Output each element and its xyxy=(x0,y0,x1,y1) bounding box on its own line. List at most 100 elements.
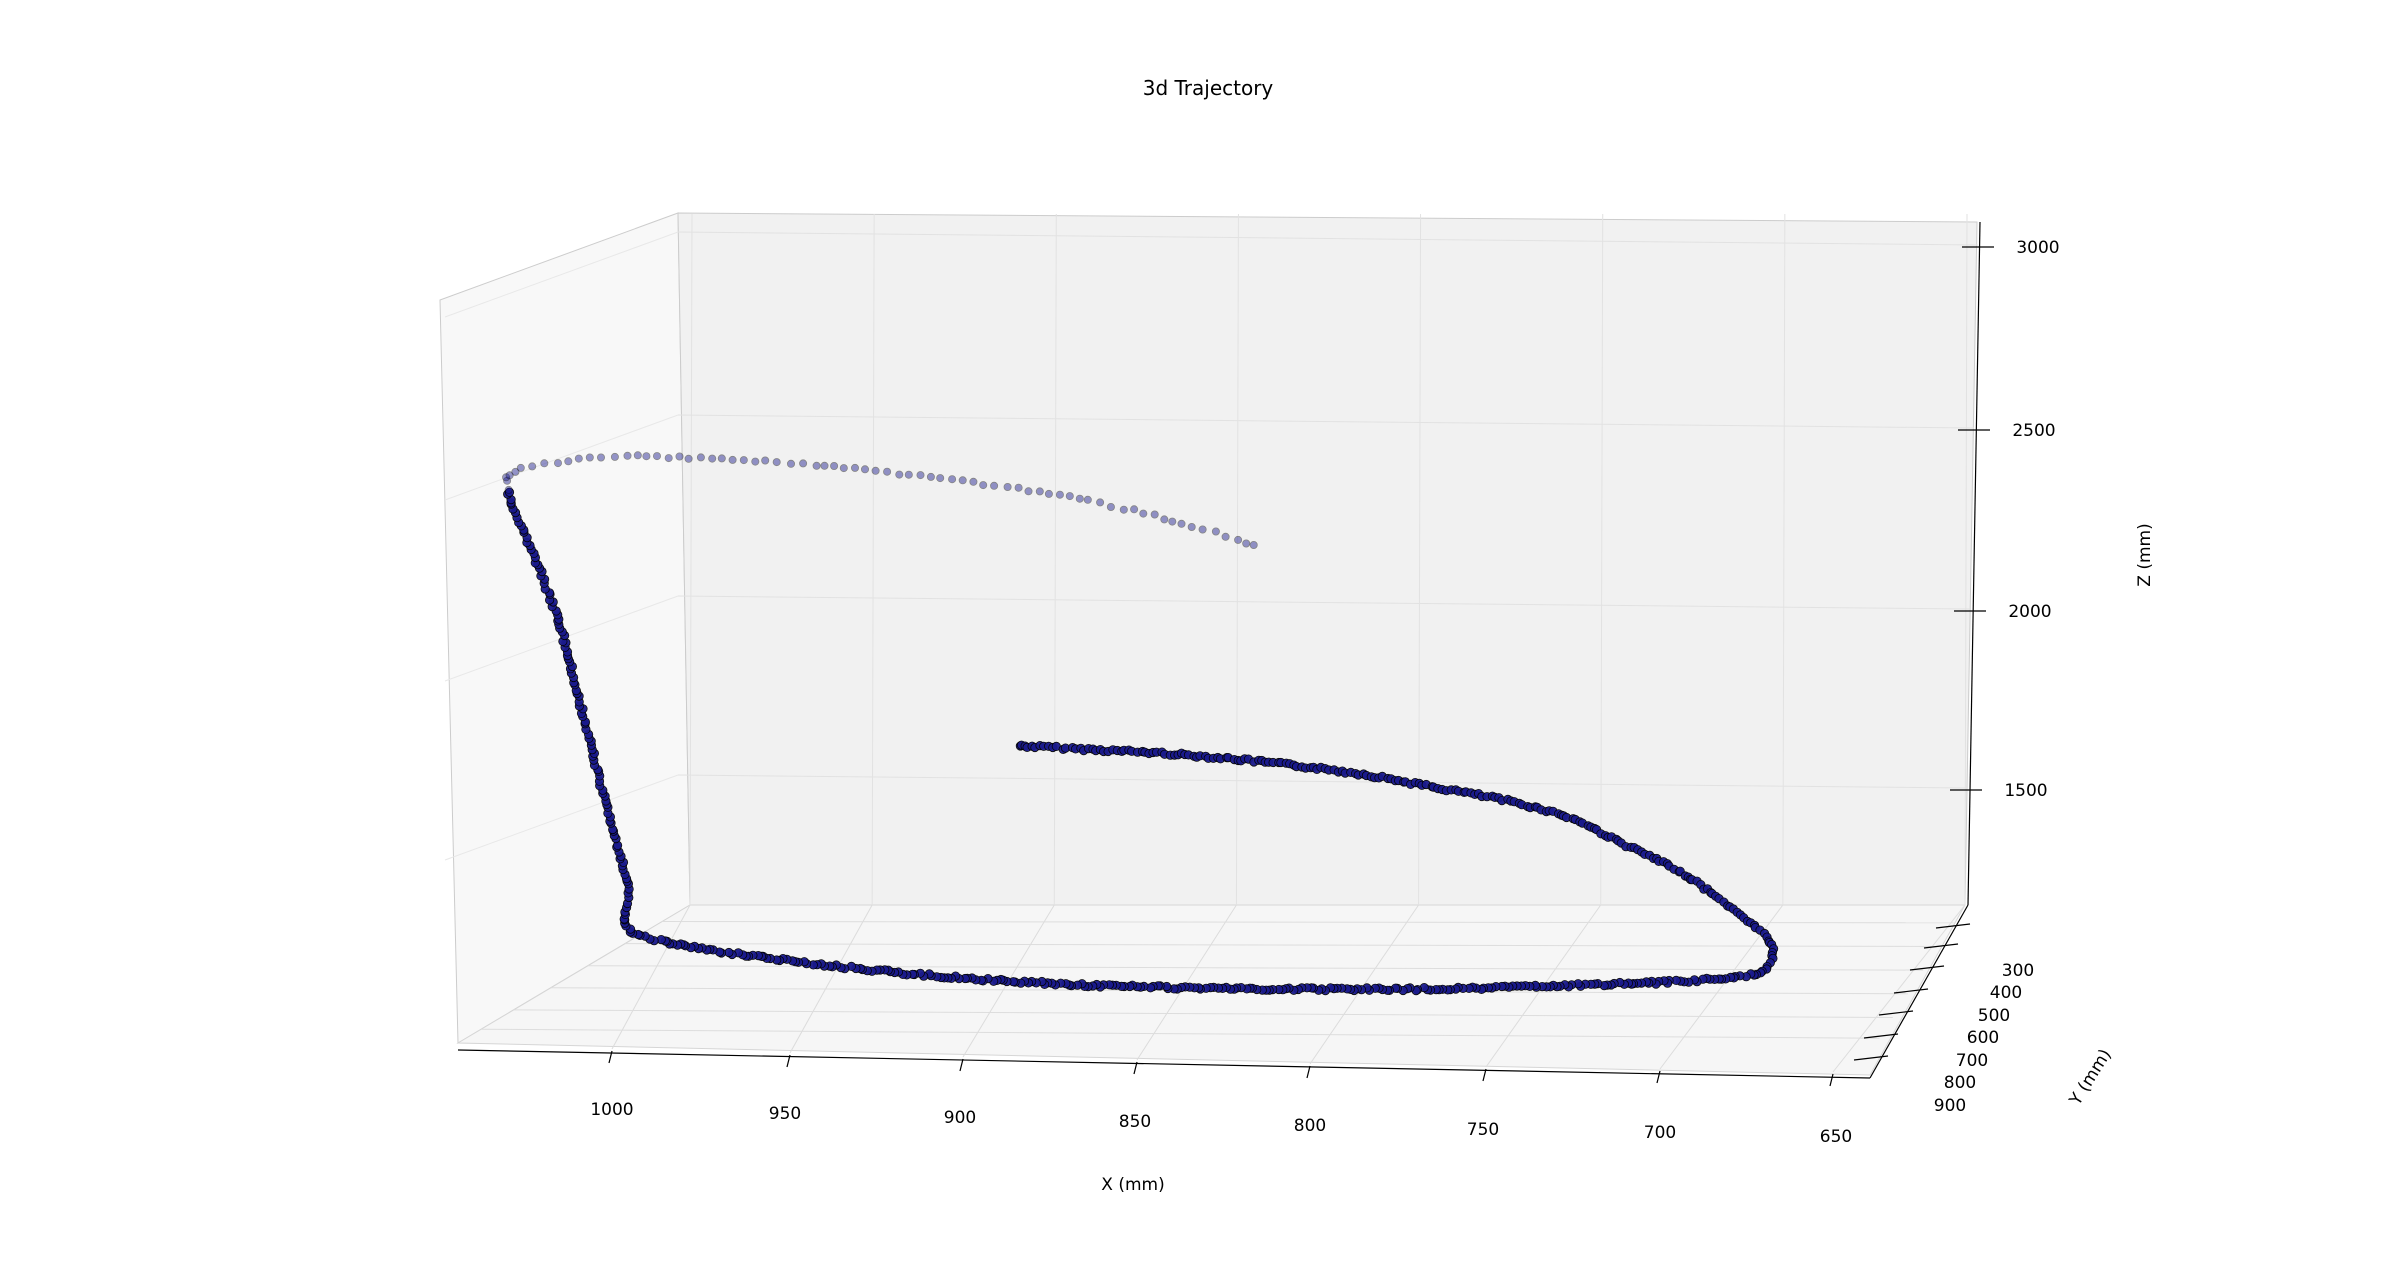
x-tick xyxy=(786,1054,791,1068)
trajectory-point xyxy=(990,481,999,490)
y-tick-label: 900 xyxy=(1934,1096,1966,1116)
left-pane xyxy=(439,212,691,1044)
y-grid-line xyxy=(481,1028,1880,1039)
y-grid-line xyxy=(513,1009,1893,1018)
trajectory-point xyxy=(761,456,770,465)
z-tick-label: 2500 xyxy=(2012,421,2055,441)
trajectory-point xyxy=(1249,541,1258,550)
z-axis-label: Z (mm) xyxy=(2135,523,2155,586)
trajectory-point xyxy=(516,463,525,472)
trajectory-point xyxy=(1055,490,1064,499)
trajectory-point xyxy=(904,470,913,479)
z-grid-line xyxy=(677,774,1967,789)
trajectory-point xyxy=(1150,510,1159,519)
x-grid-line-back xyxy=(689,213,693,906)
trajectory-point xyxy=(1044,489,1053,498)
x-tick-label: 950 xyxy=(769,1104,801,1124)
trajectory-point xyxy=(564,457,573,466)
x-tick-label: 850 xyxy=(1119,1112,1151,1132)
trajectory-point xyxy=(1187,523,1196,532)
y-tick-label: 700 xyxy=(1956,1051,1988,1071)
y-tick-label: 500 xyxy=(1978,1006,2010,1026)
x-grid-line xyxy=(611,904,691,1050)
trajectory-point xyxy=(1211,527,1220,536)
x-tick xyxy=(1306,1065,1311,1079)
trajectory-point xyxy=(554,459,563,468)
y-tick xyxy=(1863,1033,1899,1039)
x-tick-label: 900 xyxy=(944,1108,976,1128)
trajectory-point xyxy=(979,481,988,490)
x-tick xyxy=(959,1058,964,1072)
trajectory-point xyxy=(1014,483,1023,492)
x-grid-line-back xyxy=(1782,213,1786,906)
trajectory-point xyxy=(504,487,515,497)
z-grid-line xyxy=(677,595,1971,610)
trajectory-point xyxy=(675,452,684,461)
trajectory-point xyxy=(642,452,651,461)
trajectory-point xyxy=(958,476,967,485)
trajectory-point xyxy=(504,485,513,494)
x-tick-label: 800 xyxy=(1294,1116,1326,1136)
x-tick xyxy=(1133,1061,1138,1075)
x-tick xyxy=(1656,1070,1661,1084)
x-grid-line-back xyxy=(1053,213,1057,906)
trajectory-point xyxy=(820,461,829,470)
x-grid-line xyxy=(1832,904,1966,1073)
trajectory-point xyxy=(653,452,662,461)
trajectory-point xyxy=(502,473,511,482)
trajectory-point xyxy=(936,474,945,483)
y-axis-line xyxy=(1869,904,1969,1079)
trajectory-point xyxy=(1234,535,1243,544)
z-grid-line-left xyxy=(444,231,679,318)
z-axis-line xyxy=(1967,221,1981,906)
trajectory-point xyxy=(1139,509,1148,518)
x-axis-label: X (mm) xyxy=(1101,1175,1164,1195)
trajectory-point xyxy=(1035,487,1044,496)
trajectory-point xyxy=(1119,505,1128,514)
trajectory-point xyxy=(1198,525,1207,534)
y-grid-line xyxy=(662,921,1954,924)
trajectory-point xyxy=(633,451,642,460)
trajectory-point xyxy=(1003,482,1012,491)
x-tick-label: 650 xyxy=(1820,1127,1852,1147)
z-tick-label: 1500 xyxy=(2004,781,2047,801)
trajectory-point xyxy=(895,470,904,479)
x-grid-line xyxy=(789,904,873,1054)
z-grid-line-left xyxy=(444,774,679,861)
trajectory-point xyxy=(926,472,935,481)
trajectory-point xyxy=(597,453,606,462)
y-tick xyxy=(1878,1010,1914,1016)
trajectory-point xyxy=(1168,517,1177,526)
x-axis-line xyxy=(457,1049,1871,1079)
z-grid-line xyxy=(677,231,1979,246)
x-axis-ticks: 1000 950 900 850 800 750 700 650 xyxy=(590,1050,1852,1147)
trajectory-point xyxy=(1024,487,1033,496)
trajectory-point xyxy=(511,467,520,476)
trajectory-point xyxy=(871,466,880,475)
y-tick xyxy=(1853,1055,1889,1061)
z-tick-label: 2000 xyxy=(2008,602,2051,622)
trajectory-point xyxy=(1177,519,1186,528)
x-grid-line-back xyxy=(1235,213,1239,906)
trajectory-point xyxy=(799,459,808,468)
x-grid-line-back xyxy=(1418,213,1422,906)
trajectory-point xyxy=(812,461,821,470)
z-tick-label: 3000 xyxy=(2016,238,2059,258)
trajectory-point xyxy=(574,454,583,463)
x-tick-label: 750 xyxy=(1467,1120,1499,1140)
y-tick xyxy=(1923,943,1959,949)
trajectory-point xyxy=(623,451,632,460)
trajectory-point xyxy=(585,453,594,462)
trajectory-point xyxy=(696,453,705,462)
trajectory-point xyxy=(1221,532,1230,541)
x-tick-label: 1000 xyxy=(590,1100,633,1120)
z-axis-ticks: 3000 2500 2000 1500 xyxy=(1950,238,2060,801)
y-tick-label: 600 xyxy=(1967,1028,1999,1048)
trajectory-point xyxy=(505,471,514,480)
trajectory-point xyxy=(1096,498,1105,507)
trajectory-point xyxy=(948,475,957,484)
chart-title: 3d Trajectory xyxy=(1143,76,1274,100)
y-tick-label: 800 xyxy=(1944,1073,1976,1093)
